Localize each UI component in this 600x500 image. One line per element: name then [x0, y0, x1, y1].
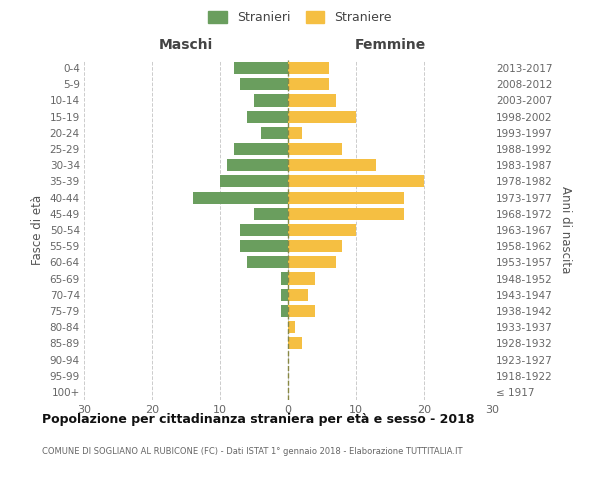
- Bar: [281, 288, 288, 301]
- Bar: [288, 305, 315, 317]
- Bar: [254, 94, 288, 106]
- Bar: [241, 240, 288, 252]
- Text: Femmine: Femmine: [355, 38, 425, 52]
- Bar: [288, 208, 404, 220]
- Bar: [281, 305, 288, 317]
- Bar: [288, 110, 356, 122]
- Bar: [261, 127, 288, 139]
- Text: Maschi: Maschi: [159, 38, 213, 52]
- Y-axis label: Fasce di età: Fasce di età: [31, 195, 44, 265]
- Bar: [288, 272, 315, 284]
- Bar: [288, 159, 376, 172]
- Bar: [220, 176, 288, 188]
- Bar: [241, 78, 288, 90]
- Bar: [254, 208, 288, 220]
- Bar: [227, 159, 288, 172]
- Bar: [288, 176, 424, 188]
- Bar: [288, 127, 302, 139]
- Bar: [193, 192, 288, 203]
- Bar: [233, 143, 288, 155]
- Bar: [288, 62, 329, 74]
- Bar: [288, 224, 356, 236]
- Bar: [288, 240, 343, 252]
- Bar: [288, 256, 335, 268]
- Bar: [233, 62, 288, 74]
- Text: COMUNE DI SOGLIANO AL RUBICONE (FC) - Dati ISTAT 1° gennaio 2018 - Elaborazione : COMUNE DI SOGLIANO AL RUBICONE (FC) - Da…: [42, 448, 463, 456]
- Bar: [288, 321, 295, 333]
- Bar: [288, 143, 343, 155]
- Bar: [288, 94, 335, 106]
- Bar: [247, 256, 288, 268]
- Text: Popolazione per cittadinanza straniera per età e sesso - 2018: Popolazione per cittadinanza straniera p…: [42, 412, 475, 426]
- Bar: [247, 110, 288, 122]
- Bar: [288, 192, 404, 203]
- Legend: Stranieri, Straniere: Stranieri, Straniere: [203, 6, 397, 29]
- Bar: [241, 224, 288, 236]
- Bar: [288, 288, 308, 301]
- Bar: [288, 78, 329, 90]
- Y-axis label: Anni di nascita: Anni di nascita: [559, 186, 572, 274]
- Bar: [288, 338, 302, 349]
- Bar: [281, 272, 288, 284]
